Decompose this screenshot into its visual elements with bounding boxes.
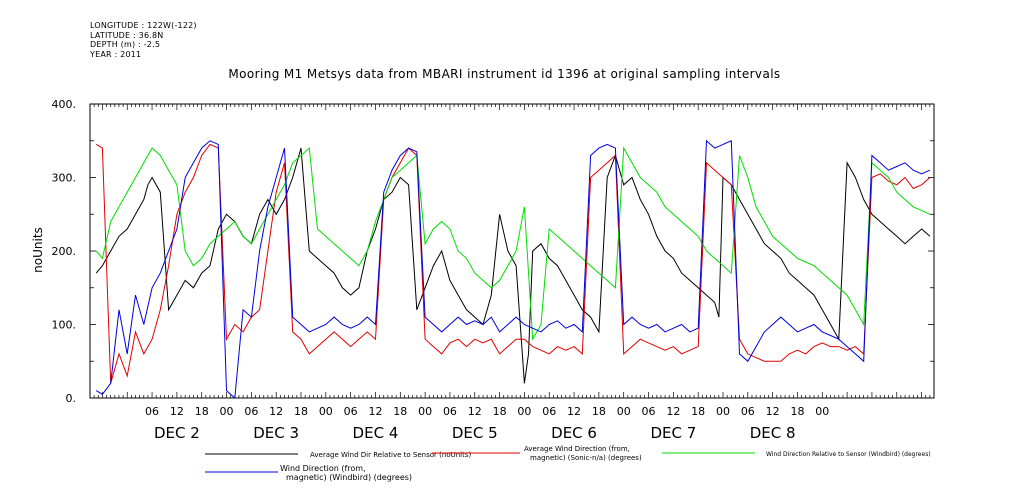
y-tick-label: 400. bbox=[52, 98, 77, 111]
year-text: YEAR : 2011 bbox=[90, 49, 142, 59]
y-tick-label: 300. bbox=[52, 172, 77, 185]
x-tick-label: 00 bbox=[716, 405, 730, 418]
chart-title: Mooring M1 Metsys data from MBARI instru… bbox=[228, 67, 781, 81]
x-day-label: DEC 5 bbox=[452, 424, 498, 442]
x-day-label: DEC 7 bbox=[650, 424, 696, 442]
series-line-4 bbox=[95, 139, 931, 398]
metadata-block: LONGITUDE : 122W(-122) LATITUDE : 36.8N … bbox=[90, 21, 197, 59]
x-day-label: DEC 3 bbox=[253, 424, 299, 442]
legend-label-4: Wind Direction (from, bbox=[280, 464, 366, 473]
x-tick-label: 00 bbox=[815, 405, 829, 418]
x-day-label: DEC 4 bbox=[353, 424, 399, 442]
legend-label-2: magnetic) (Sonic-n/a) (degrees) bbox=[530, 454, 642, 462]
x-tick-label: 12 bbox=[567, 405, 581, 418]
plot-frame bbox=[89, 103, 935, 399]
x-tick-label: 00 bbox=[418, 405, 432, 418]
x-tick-label: 12 bbox=[368, 405, 382, 418]
x-tick-label: 12 bbox=[170, 405, 184, 418]
x-tick-label: 00 bbox=[319, 405, 333, 418]
depth-text: DEPTH (m) : -2.5 bbox=[90, 40, 161, 49]
x-tick-label: 06 bbox=[642, 405, 656, 418]
x-tick-label: 06 bbox=[145, 405, 159, 418]
longitude-text: LONGITUDE : 122W(-122) bbox=[90, 21, 197, 30]
x-tick-label: 06 bbox=[244, 405, 258, 418]
legend-label-1: Average Wind Dir Relative to Sensor (noU… bbox=[310, 451, 471, 459]
x-tick-label: 12 bbox=[468, 405, 482, 418]
y-tick-label: 0. bbox=[66, 392, 77, 405]
legend-label-3: Wind Direction Relative to Sensor (Windb… bbox=[766, 451, 931, 458]
legend-label-2: Average Wind Direction (from, bbox=[524, 445, 630, 453]
x-tick-label: 18 bbox=[393, 405, 407, 418]
x-day-label: DEC 2 bbox=[154, 424, 200, 442]
x-tick-label: 06 bbox=[443, 405, 457, 418]
y-tick-label: 100. bbox=[52, 319, 77, 332]
x-tick-label: 18 bbox=[592, 405, 606, 418]
x-day-label: DEC 6 bbox=[551, 424, 597, 442]
series-line-1 bbox=[95, 147, 931, 384]
x-day-label: DEC 8 bbox=[750, 424, 796, 442]
x-tick-label: 12 bbox=[766, 405, 780, 418]
x-tick-label: 12 bbox=[666, 405, 680, 418]
latitude-text: LATITUDE : 36.8N bbox=[90, 30, 164, 40]
x-tick-label: 12 bbox=[269, 405, 283, 418]
x-tick-label: 00 bbox=[617, 405, 631, 418]
x-tick-label: 06 bbox=[344, 405, 358, 418]
x-tick-label: 00 bbox=[220, 405, 234, 418]
x-tick-label: 18 bbox=[691, 405, 705, 418]
x-tick-label: 06 bbox=[741, 405, 755, 418]
y-axis-label: noUnits bbox=[31, 227, 45, 273]
x-tick-label: 00 bbox=[517, 405, 531, 418]
y-tick-label: 200. bbox=[52, 245, 77, 258]
x-tick-label: 18 bbox=[195, 405, 209, 418]
series-line-2 bbox=[95, 143, 931, 384]
legend-label-4: magnetic) (Windbird) (degrees) bbox=[286, 473, 412, 482]
x-tick-label: 18 bbox=[493, 405, 507, 418]
x-tick-label: 18 bbox=[790, 405, 804, 418]
x-tick-label: 18 bbox=[294, 405, 308, 418]
series-line-3 bbox=[95, 146, 931, 341]
x-tick-label: 06 bbox=[542, 405, 556, 418]
